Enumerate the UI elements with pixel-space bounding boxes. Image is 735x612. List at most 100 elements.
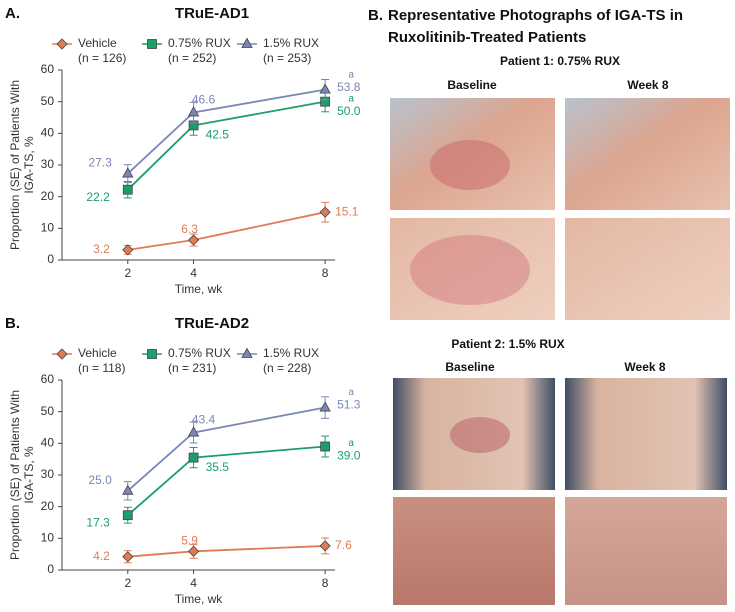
value-label: 17.3 [86, 515, 110, 529]
value-label: 35.5 [206, 460, 230, 474]
legend-label: Vehicle [78, 36, 117, 50]
value-label: 39.0 [337, 449, 361, 463]
legend-n: (n = 231) [168, 361, 216, 375]
patient-label: Patient 1: 0.75% RUX [500, 54, 620, 68]
marker [188, 545, 200, 557]
x-axis-label: Time, wk [175, 282, 224, 296]
annotation: a [348, 438, 354, 449]
column-label: Baseline [445, 360, 495, 374]
marker [122, 484, 134, 495]
y-tick-label: 40 [41, 126, 55, 140]
y-tick-label: 10 [41, 531, 55, 545]
legend-marker [241, 347, 253, 358]
value-label: 6.3 [181, 222, 198, 236]
y-tick-label: 60 [41, 372, 55, 386]
x-axis-label: Time, wk [175, 592, 224, 606]
y-tick-label: 30 [41, 157, 55, 171]
marker [319, 83, 331, 94]
marker [319, 401, 331, 412]
legend-label: 0.75% RUX [168, 346, 231, 360]
annotation: a [348, 69, 354, 80]
legend-n: (n = 228) [263, 361, 311, 375]
y-tick-label: 50 [41, 404, 55, 418]
x-tick-label: 8 [322, 576, 329, 590]
x-tick-label: 8 [322, 266, 329, 280]
patient-label: Patient 2: 1.5% RUX [451, 337, 564, 351]
column-label: Week 8 [627, 78, 668, 92]
y-tick-label: 40 [41, 436, 55, 450]
value-label: 22.2 [86, 190, 110, 204]
y-axis-label: Proportion (SE) of Patients With [8, 80, 22, 250]
value-label: 7.6 [335, 538, 352, 552]
photo-lesion [450, 417, 510, 453]
legend-n: (n = 252) [168, 51, 216, 65]
photo-title: Ruxolitinib-Treated Patients [388, 29, 586, 46]
y-tick-label: 30 [41, 467, 55, 481]
column-label: Baseline [447, 78, 497, 92]
photo [565, 497, 727, 605]
panel-label: B. [5, 315, 20, 332]
y-axis-label: IGA-TS, % [22, 446, 36, 504]
legend-label: 0.75% RUX [168, 36, 231, 50]
legend-marker [147, 349, 157, 359]
legend-label: 1.5% RUX [263, 36, 319, 50]
y-tick-label: 20 [41, 189, 55, 203]
y-tick-label: 0 [47, 252, 54, 266]
y-tick-label: 0 [47, 562, 54, 576]
marker [122, 510, 133, 521]
panel-label: B. [368, 7, 383, 24]
legend-label: Vehicle [78, 346, 117, 360]
value-label: 4.2 [93, 549, 110, 563]
x-tick-label: 4 [190, 576, 197, 590]
value-label: 43.4 [192, 413, 216, 427]
marker [122, 551, 134, 563]
photo [565, 378, 727, 490]
marker [122, 167, 134, 178]
chart-title: TRuE-AD1 [175, 5, 249, 22]
marker [122, 184, 133, 195]
legend-marker [147, 39, 157, 49]
x-tick-label: 2 [124, 266, 131, 280]
series-line [127, 211, 326, 251]
column-label: Week 8 [624, 360, 665, 374]
marker [319, 206, 331, 218]
value-label: 3.2 [93, 242, 110, 256]
value-label: 27.3 [88, 156, 112, 170]
legend-label: 1.5% RUX [263, 346, 319, 360]
photo [565, 98, 730, 210]
legend-marker [241, 37, 253, 48]
value-label: 5.9 [181, 533, 198, 547]
y-axis-label: Proportion (SE) of Patients With [8, 390, 22, 560]
y-axis-label: IGA-TS, % [22, 136, 36, 194]
value-label: 25.0 [88, 473, 112, 487]
series-line [127, 545, 326, 558]
x-tick-label: 2 [124, 576, 131, 590]
marker [187, 106, 200, 117]
marker [188, 452, 199, 463]
photo [390, 218, 555, 320]
legend-marker [56, 38, 68, 50]
y-tick-label: 50 [41, 94, 55, 108]
value-label: 51.3 [337, 398, 361, 412]
series-line [127, 445, 326, 516]
marker [320, 441, 331, 452]
marker [319, 540, 331, 552]
x-tick-label: 4 [190, 266, 197, 280]
marker [188, 234, 200, 246]
photo [393, 497, 555, 605]
legend-n: (n = 126) [78, 51, 126, 65]
panel-label: A. [5, 5, 20, 22]
y-tick-label: 60 [41, 62, 55, 76]
annotation: a [348, 93, 354, 104]
photo [565, 218, 730, 320]
photo-lesion [430, 140, 510, 190]
legend-n: (n = 118) [78, 361, 125, 375]
photo-lesion [410, 235, 530, 305]
y-tick-label: 10 [41, 221, 55, 235]
photo-title: Representative Photographs of IGA-TS in [388, 7, 683, 24]
annotation: a [348, 387, 354, 398]
value-label: 46.6 [192, 93, 216, 107]
value-label: 42.5 [206, 128, 230, 142]
value-label: 53.8 [337, 80, 361, 94]
